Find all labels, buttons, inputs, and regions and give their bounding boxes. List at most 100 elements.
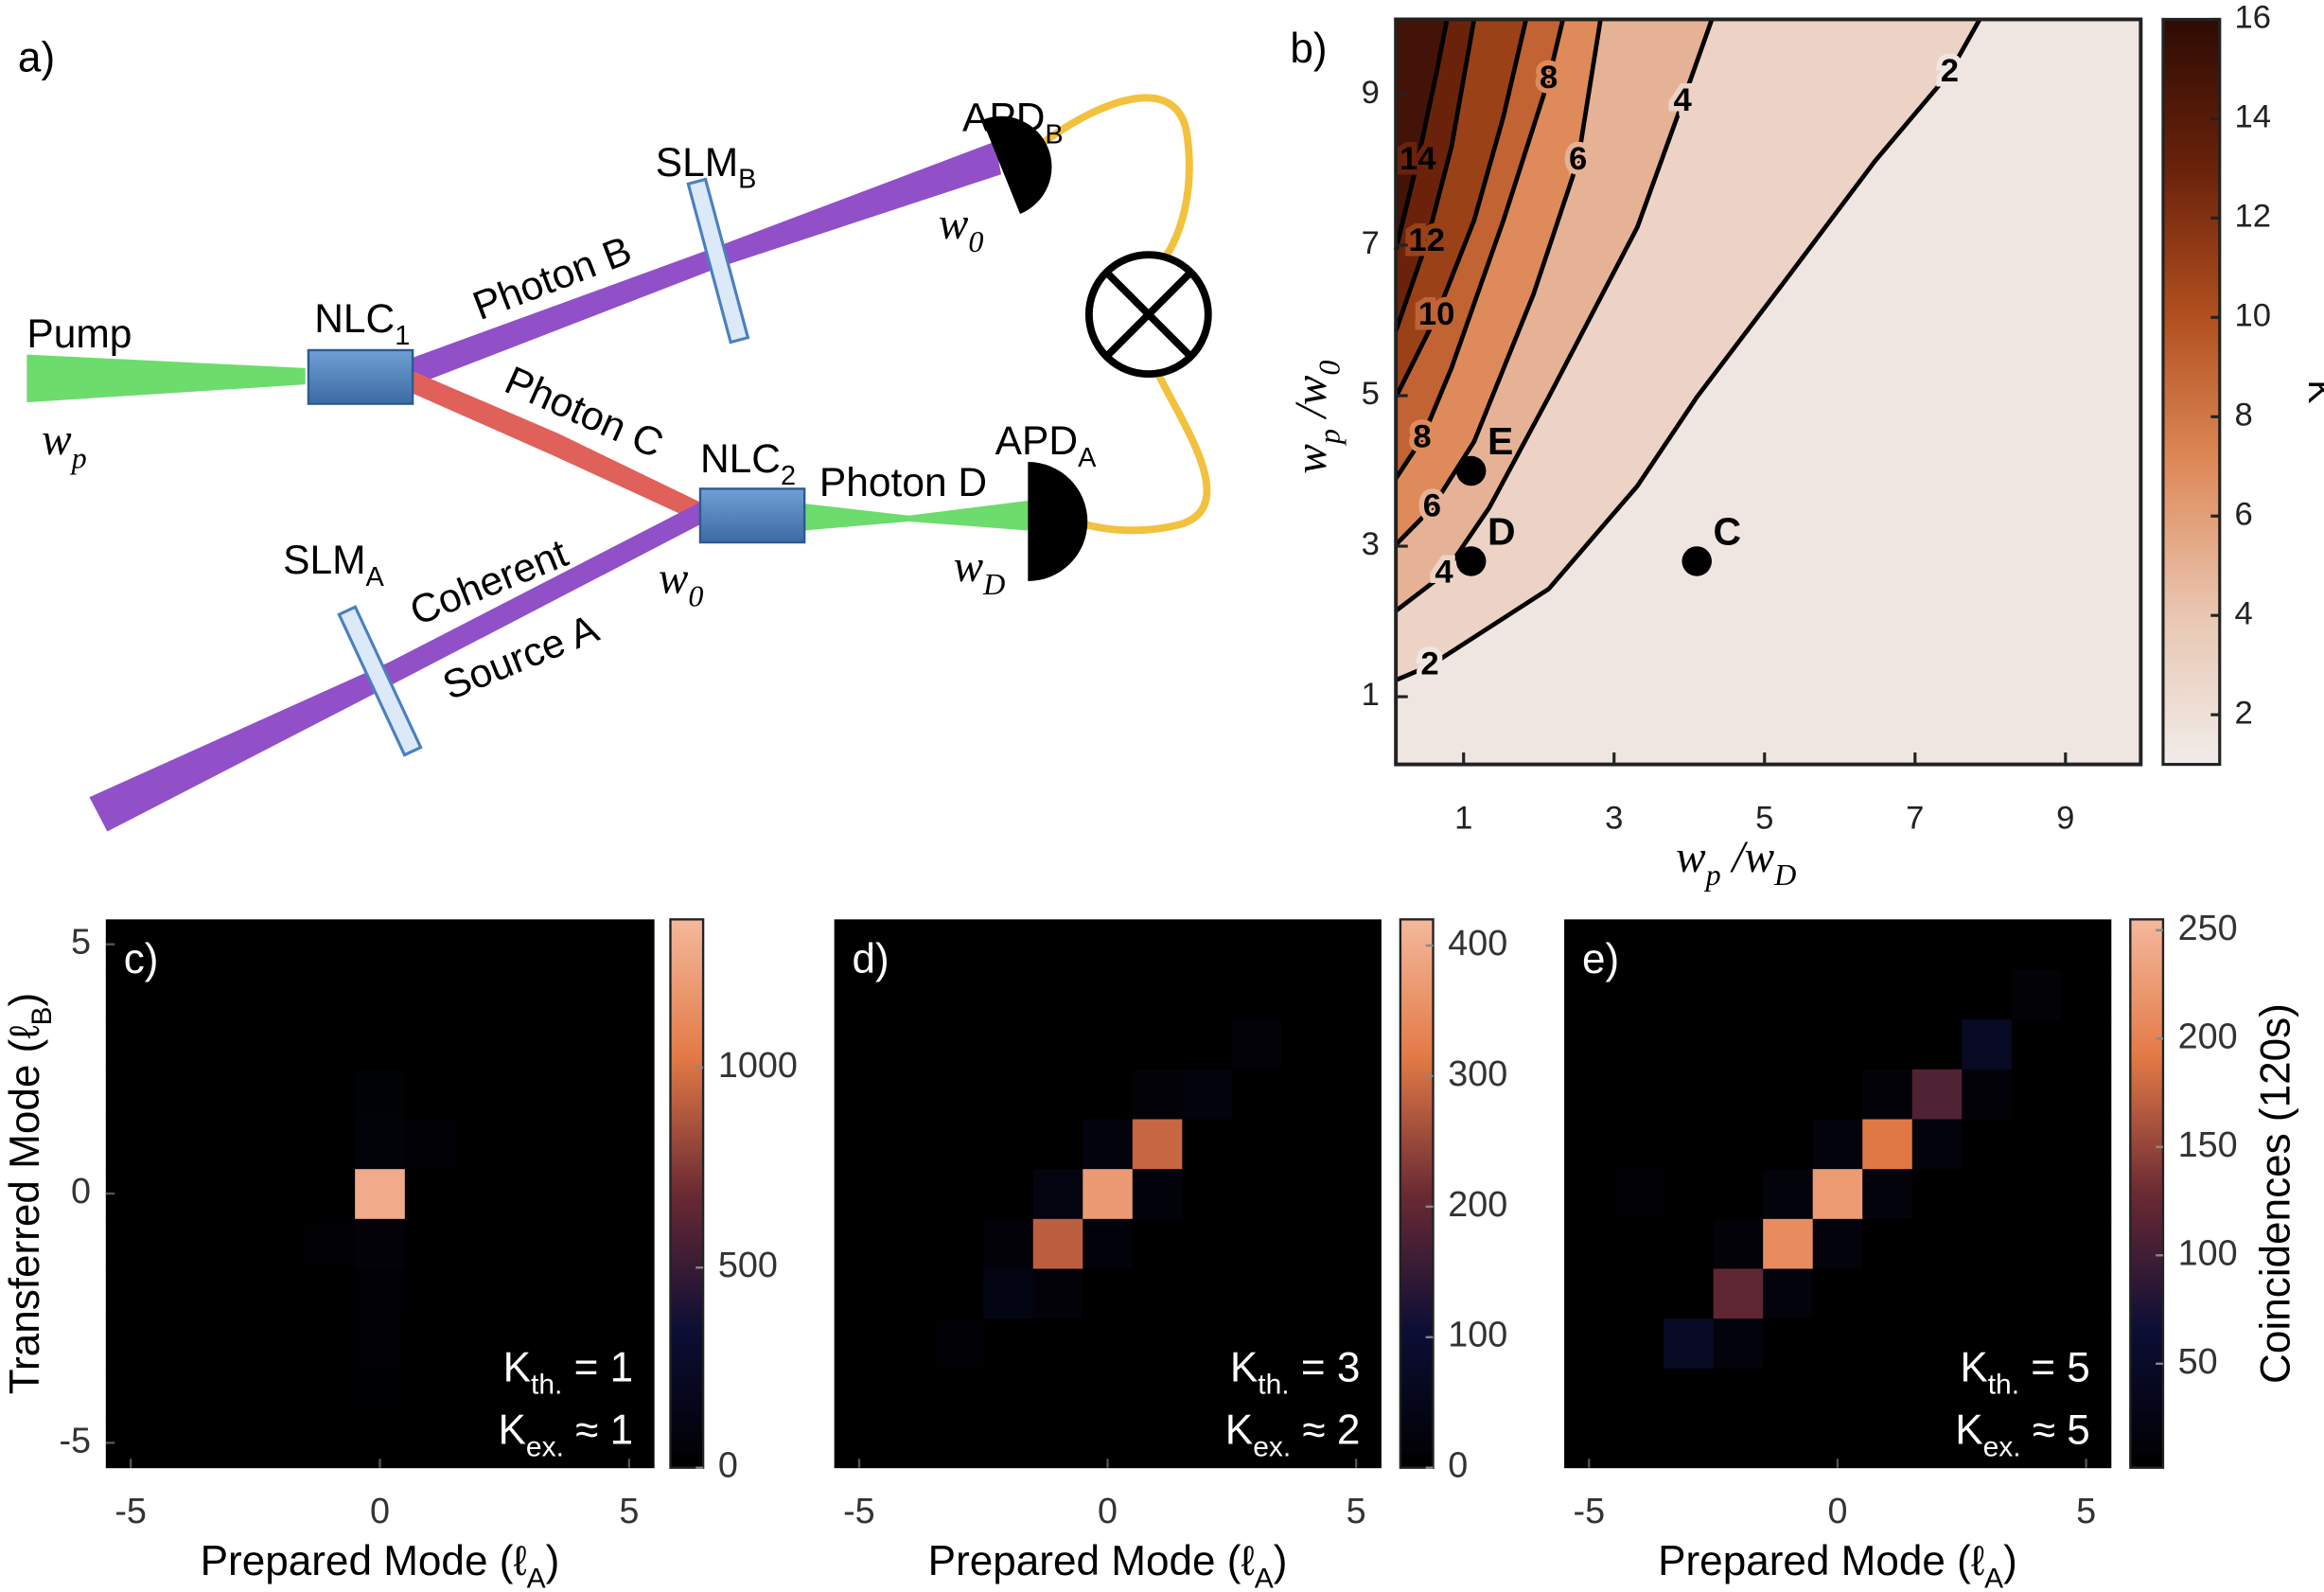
contour-line: [1394, 18, 1529, 398]
cell: [1281, 1119, 1332, 1170]
annotation-part: ≈ 1: [564, 1407, 633, 1454]
cell: [604, 1168, 655, 1219]
cell: [2011, 1268, 2062, 1319]
diagram-label-part: A: [366, 562, 385, 593]
cell: [155, 969, 206, 1020]
cell: [884, 1318, 935, 1369]
crystal: [698, 487, 806, 544]
x-axis-label: Prepared Mode (ℓA): [928, 1538, 1288, 1592]
x-axis-label-part: ): [2003, 1538, 2017, 1584]
colorbar-tick-label: 1000: [718, 1046, 798, 1086]
cell: [1613, 969, 1664, 1020]
cell: [1231, 1268, 1282, 1319]
annotation-part: th.: [531, 1370, 562, 1401]
cell: [1911, 969, 1963, 1020]
cell: [1330, 1119, 1382, 1170]
cell: [1132, 1318, 1183, 1369]
cell: [2061, 1069, 2112, 1120]
cell: [884, 1069, 935, 1120]
cell: [454, 969, 505, 1020]
annotation-part: ex.: [526, 1432, 564, 1463]
cell: [983, 1168, 1034, 1219]
cell: [1330, 1268, 1382, 1319]
cell: [454, 919, 505, 970]
cell: [255, 1368, 306, 1419]
annotation-part: K: [1955, 1407, 1982, 1454]
panel-label: b): [1290, 26, 1327, 72]
cell: [1281, 1018, 1332, 1070]
cell: [504, 1268, 555, 1319]
contour-line: [1394, 18, 1715, 613]
cell: [1812, 919, 1863, 970]
cell: [1962, 1368, 2013, 1419]
cell: [454, 1318, 505, 1369]
cell: [355, 1069, 406, 1120]
diagram-label: w0: [659, 555, 704, 613]
cell: [1763, 919, 1814, 970]
cell: [305, 1119, 356, 1170]
cell: [155, 1268, 206, 1319]
cell: [1812, 1069, 1863, 1120]
annotation-part: th.: [1988, 1370, 2019, 1401]
cell: [1613, 1168, 1664, 1219]
x-axis-label-part: Prepared Mode (ℓ: [928, 1538, 1255, 1584]
contour-label: 4: [1673, 82, 1692, 118]
x-tick-label: -5: [114, 1492, 147, 1531]
cell: [2011, 1318, 2062, 1369]
y-axis-label-part: B: [26, 1006, 58, 1025]
cell: [2061, 1368, 2112, 1419]
cell: [1962, 1018, 2013, 1070]
cell: [305, 1318, 356, 1369]
cell: [1083, 1069, 1134, 1120]
cell: [1281, 1368, 1332, 1419]
colorbar-tick-label: 6: [2235, 496, 2253, 532]
cell: [983, 1218, 1034, 1269]
cell: [155, 1018, 206, 1070]
x-tick-label: 5: [619, 1492, 639, 1531]
cell: [155, 1119, 206, 1170]
cell: [355, 1168, 406, 1219]
cell: [105, 1218, 156, 1269]
contour-label: 14: [1400, 141, 1436, 177]
y-axis-label: wp /w0: [1287, 361, 1346, 474]
cell: [1911, 1119, 1963, 1170]
cell: [1182, 1218, 1233, 1269]
cell: [2011, 969, 2062, 1020]
cell: [604, 1268, 655, 1319]
annotation-part: = 5: [2019, 1344, 2090, 1390]
x-tick-label: -5: [1574, 1492, 1606, 1531]
cell: [1862, 969, 1913, 1020]
cell: [504, 1018, 555, 1070]
cell: [1330, 919, 1382, 970]
cell: [1613, 1218, 1664, 1269]
cell: [1182, 1368, 1233, 1419]
cell: [604, 1069, 655, 1120]
y-axis-label-part: p: [1312, 429, 1346, 446]
cell: [933, 1018, 984, 1070]
cell: [1182, 969, 1233, 1020]
colorbar-tick-label: 14: [2235, 99, 2272, 135]
cell: [1613, 1368, 1664, 1419]
annotation: Kex. ≈ 1: [499, 1407, 634, 1463]
cell: [1713, 1069, 1764, 1120]
cell: [255, 919, 306, 970]
cell: [1664, 1368, 1715, 1419]
cell: [1330, 1218, 1382, 1269]
cell: [1231, 919, 1282, 970]
cell: [1911, 1418, 1963, 1469]
cell: [884, 1018, 935, 1070]
slm: [686, 177, 750, 345]
cell: [404, 919, 455, 970]
cell: [355, 1318, 406, 1369]
cell: [355, 1268, 406, 1319]
colorbar: [2129, 918, 2165, 1469]
cell: [1083, 969, 1134, 1020]
annotation: Kex. ≈ 5: [1955, 1407, 2090, 1463]
cell: [554, 1268, 605, 1319]
cell: [1083, 1218, 1134, 1269]
cell: [1032, 1018, 1083, 1070]
cell: [983, 1318, 1034, 1369]
cell: [1083, 1018, 1134, 1070]
cell: [1763, 1119, 1814, 1170]
